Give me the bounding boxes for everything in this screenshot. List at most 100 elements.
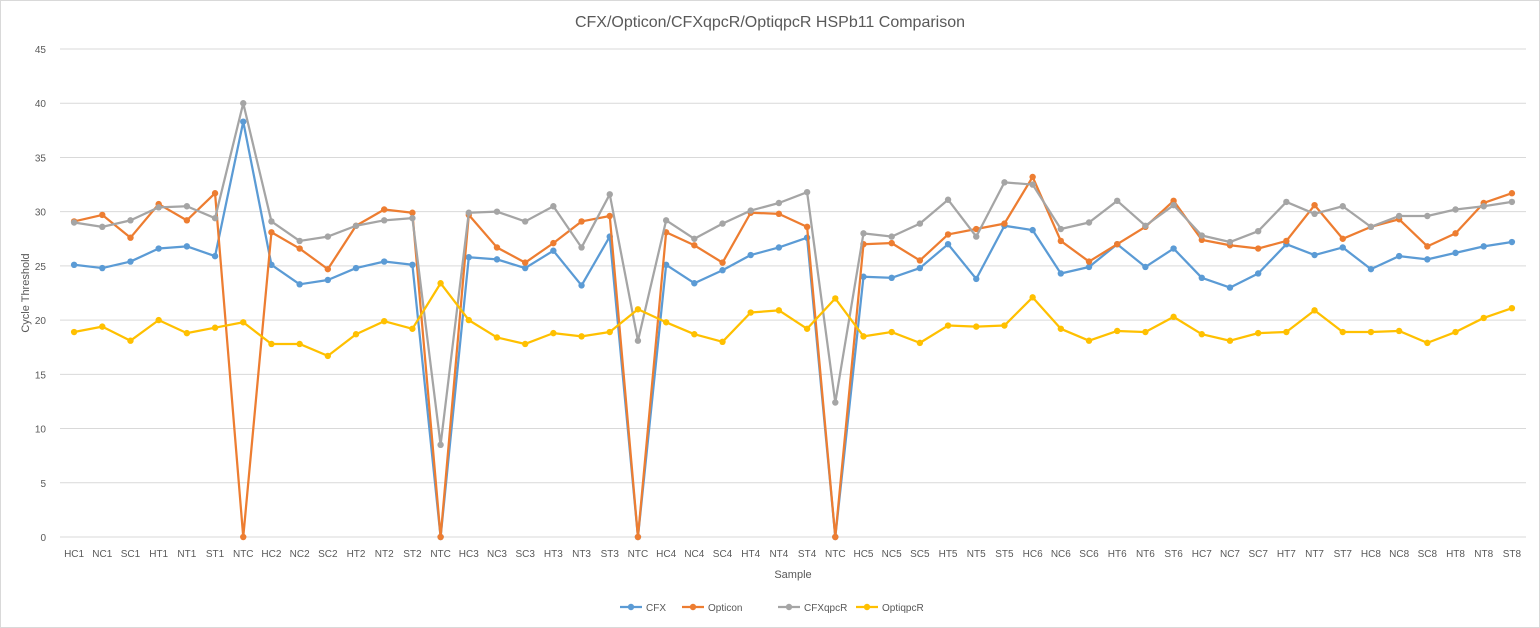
x-tick-label: NTC xyxy=(233,549,254,560)
data-point xyxy=(296,245,303,252)
legend-label: Opticon xyxy=(708,603,742,614)
legend-label: CFXqpcR xyxy=(804,603,847,614)
data-point xyxy=(1339,203,1346,210)
data-point xyxy=(1480,203,1487,210)
data-point xyxy=(944,322,952,329)
data-point xyxy=(99,211,106,219)
data-point xyxy=(1057,225,1065,233)
data-point xyxy=(409,209,416,216)
data-point xyxy=(465,254,472,261)
data-point xyxy=(493,256,501,263)
data-point xyxy=(1395,212,1403,220)
x-tick-label: SC6 xyxy=(1079,549,1099,560)
data-point xyxy=(99,323,106,330)
chart-title: CFX/Opticon/CFXqpcR/OptiqpcR HSPb11 Comp… xyxy=(575,14,965,31)
data-point xyxy=(211,324,219,331)
data-point xyxy=(550,329,557,337)
data-point xyxy=(1424,339,1431,347)
data-point xyxy=(155,204,162,211)
x-tick-label: SC3 xyxy=(515,549,535,560)
x-tick-label: NTC xyxy=(825,549,846,560)
x-axis-ticks: HC1 NC1 SC1 HT1 NT1 ST1 NTC HC2 NC2 SC2 HT2 NT2 ST2 N… xyxy=(64,549,1521,560)
data-point xyxy=(437,533,444,541)
data-point xyxy=(634,337,642,344)
x-tick-label: ST5 xyxy=(995,549,1014,560)
data-point xyxy=(775,244,783,251)
data-point xyxy=(1085,219,1093,226)
data-point xyxy=(1311,251,1318,259)
data-point xyxy=(1480,243,1487,250)
data-point xyxy=(719,220,726,227)
data-point xyxy=(832,399,839,406)
x-tick-label: NC1 xyxy=(92,549,112,560)
data-point xyxy=(888,274,895,282)
y-tick-label: 5 xyxy=(40,479,46,490)
data-point xyxy=(1367,265,1375,273)
legend-item-opticon: Opticon xyxy=(682,603,742,614)
data-point xyxy=(775,199,783,207)
data-point xyxy=(1142,328,1149,336)
data-point xyxy=(1057,237,1065,245)
data-point xyxy=(578,244,585,251)
x-tick-label: NC5 xyxy=(882,549,902,560)
data-point xyxy=(1311,210,1318,218)
data-point xyxy=(1339,244,1346,251)
data-point xyxy=(1114,327,1121,335)
data-point xyxy=(127,258,134,265)
data-point xyxy=(803,223,811,231)
data-point xyxy=(1508,190,1516,197)
data-point xyxy=(916,257,924,264)
data-point xyxy=(691,331,698,338)
x-tick-label: NT6 xyxy=(1136,549,1155,560)
y-tick-label: 25 xyxy=(35,262,47,273)
legend-swatch-marker xyxy=(627,603,635,611)
data-point xyxy=(1283,328,1290,336)
data-point xyxy=(1311,307,1318,314)
data-point xyxy=(1508,238,1516,246)
x-tick-label: ST1 xyxy=(206,549,225,560)
x-tick-label: ST3 xyxy=(601,549,620,560)
data-point xyxy=(1452,206,1459,213)
data-point xyxy=(550,247,557,254)
data-point xyxy=(1142,222,1149,229)
data-point xyxy=(127,337,134,344)
data-point xyxy=(888,239,895,247)
x-tick-label: HC5 xyxy=(853,549,873,560)
legend-swatch-marker xyxy=(689,603,697,611)
data-point xyxy=(944,231,952,238)
data-point xyxy=(409,261,416,269)
data-point xyxy=(352,222,360,229)
data-point xyxy=(1283,198,1290,206)
series-cfxqpcr xyxy=(70,100,1516,449)
data-point xyxy=(1226,284,1234,291)
data-point xyxy=(521,259,529,266)
data-point xyxy=(662,217,670,224)
x-tick-label: SC5 xyxy=(910,549,930,560)
data-point xyxy=(747,207,754,214)
data-point xyxy=(1001,179,1008,186)
x-tick-label: NT3 xyxy=(572,549,591,560)
x-tick-label: HC8 xyxy=(1361,549,1381,560)
data-point xyxy=(1424,212,1431,220)
data-point xyxy=(183,329,191,337)
series-line xyxy=(73,102,1513,446)
series-cfx xyxy=(70,118,1516,541)
data-point xyxy=(832,295,839,302)
data-point xyxy=(1424,243,1431,250)
y-tick-label: 0 xyxy=(40,533,46,544)
x-tick-label: HC4 xyxy=(656,549,676,560)
data-point xyxy=(1029,294,1036,301)
series-line xyxy=(73,175,1513,539)
data-point xyxy=(634,306,642,313)
data-point xyxy=(211,252,219,260)
data-point xyxy=(324,276,332,284)
data-point xyxy=(944,196,952,203)
x-tick-label: HT4 xyxy=(741,549,760,560)
y-tick-label: 40 xyxy=(35,99,47,110)
data-point xyxy=(860,333,867,340)
data-point xyxy=(1395,252,1403,260)
data-point xyxy=(973,233,980,240)
data-point xyxy=(1254,245,1262,252)
